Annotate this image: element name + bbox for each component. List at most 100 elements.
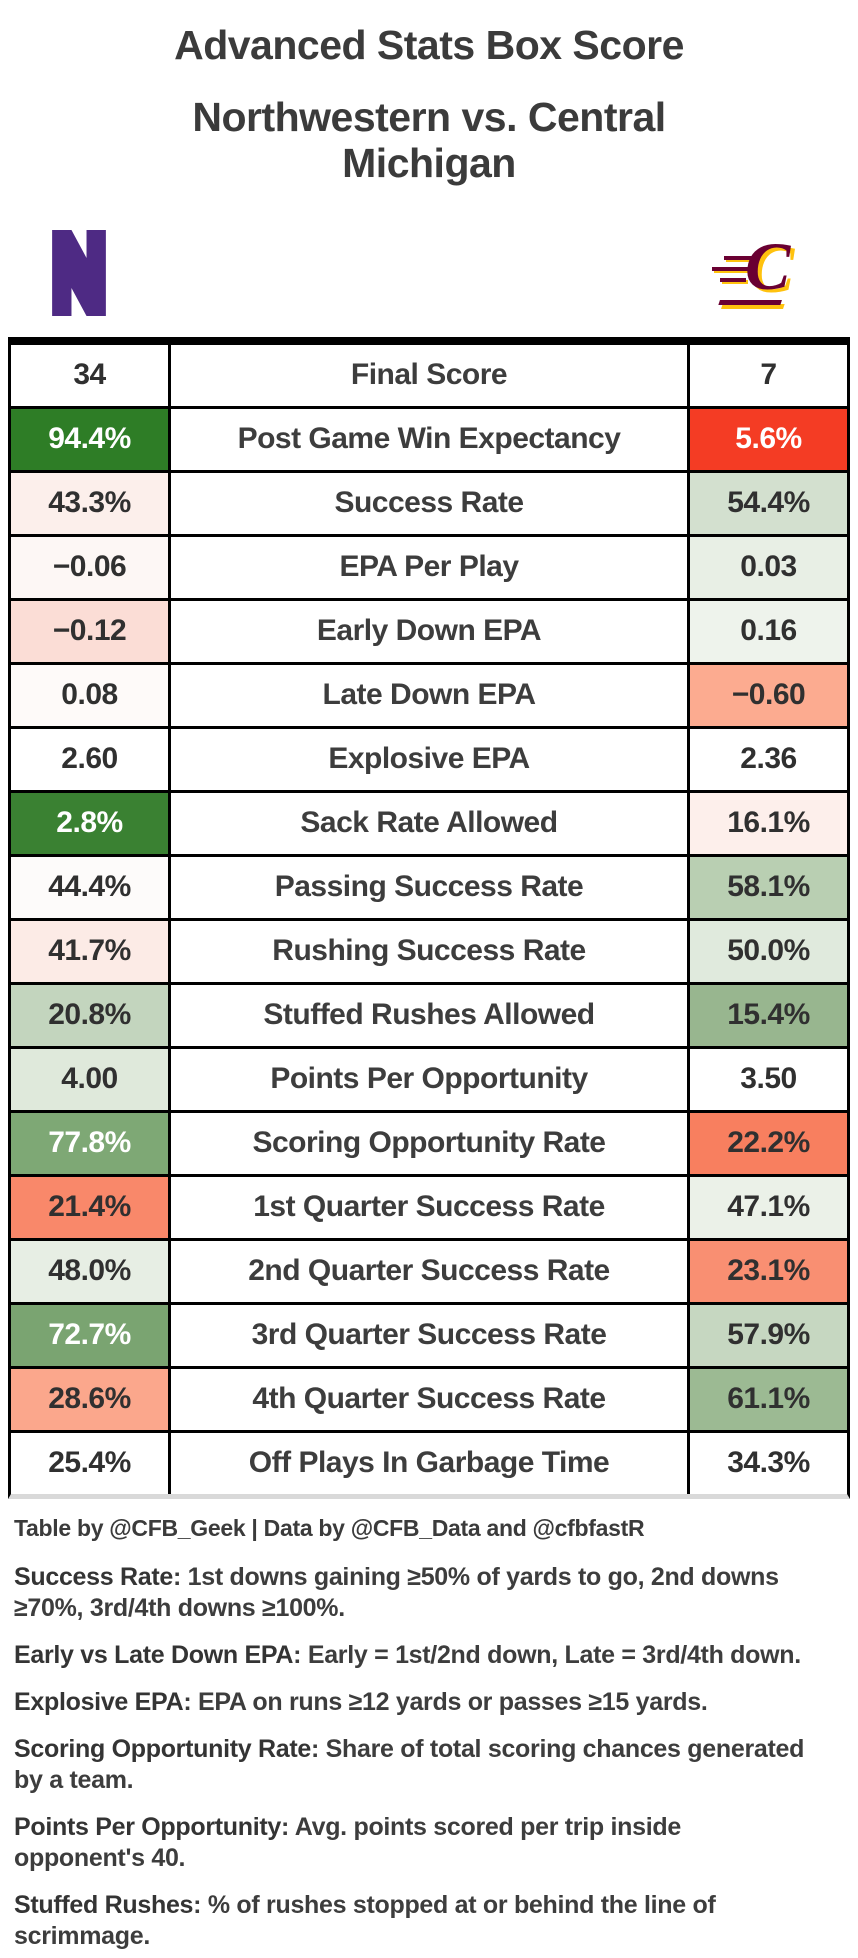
metric-label-cell: Sack Rate Allowed [171,792,687,854]
matchup-title: Northwestern vs. Central Michigan [192,94,666,186]
northwestern-logo-icon [52,229,106,321]
away-value-cell: 7 [687,344,847,406]
stats-table: 34 Final Score 7 94.4% Post Game Win Expecta… [8,336,850,1499]
table-row: 72.7% 3rd Quarter Success Rate 57.9% [11,1304,847,1369]
away-value-cell: 58.1% [687,856,847,918]
svg-text:C: C [749,231,795,307]
metric-label-cell: 2nd Quarter Success Rate [171,1240,687,1302]
footnote-label: Success Rate [14,1562,173,1591]
footnotes: Success Rate: 1st downs gaining ≥50% of … [14,1562,844,1952]
table-row: 2.60 Explosive EPA 2.36 [11,728,847,793]
metric-label-cell: Passing Success Rate [171,856,687,918]
away-value-cell: 3.50 [687,1048,847,1110]
footnote: Early vs Late Down EPA: Early = 1st/2nd … [14,1640,814,1671]
footnote-text: : 1st downs gaining ≥50% of yards to go,… [14,1562,779,1622]
home-value-cell: 44.4% [11,856,171,918]
metric-label-cell: Points Per Opportunity [171,1048,687,1110]
table-row: 34 Final Score 7 [11,344,847,409]
footnote-label: Scoring Opportunity Rate [14,1734,311,1763]
away-value-cell: 54.4% [687,472,847,534]
home-value-cell: 28.6% [11,1368,171,1430]
metric-label-cell: Success Rate [171,472,687,534]
away-value-cell: 50.0% [687,920,847,982]
away-value-cell: 57.9% [687,1304,847,1366]
away-value-cell: 2.36 [687,728,847,790]
table-row: 2.8% Sack Rate Allowed 16.1% [11,792,847,857]
metric-label-cell: Off Plays In Garbage Time [171,1432,687,1494]
table-row: 28.6% 4th Quarter Success Rate 61.1% [11,1368,847,1433]
metric-label-cell: Scoring Opportunity Rate [171,1112,687,1174]
metric-label-cell: 1st Quarter Success Rate [171,1176,687,1238]
footnote-label: Explosive EPA [14,1687,184,1716]
home-value-cell: −0.06 [11,536,171,598]
footnote-text: : Share of total scoring chances generat… [14,1734,805,1794]
away-value-cell: 0.16 [687,600,847,662]
footnote-text: : EPA on runs ≥12 yards or passes ≥15 ya… [183,1687,708,1716]
footnote-label: Points Per Opportunity [14,1812,282,1841]
table-row: 41.7% Rushing Success Rate 50.0% [11,920,847,985]
table-row: 20.8% Stuffed Rushes Allowed 15.4% [11,984,847,1049]
table-row: 94.4% Post Game Win Expectancy 5.6% [11,408,847,473]
home-value-cell: 0.08 [11,664,171,726]
table-row: 48.0% 2nd Quarter Success Rate 23.1% [11,1240,847,1305]
footnote-label: Stuffed Rushes [14,1890,194,1919]
table-row: 0.08 Late Down EPA −0.60 [11,664,847,729]
footnote-text: : Early = 1st/2nd down, Late = 3rd/4th d… [293,1640,801,1669]
home-value-cell: 77.8% [11,1112,171,1174]
home-value-cell: 25.4% [11,1432,171,1494]
footnote-text: : % of rushes stopped at or behind the l… [14,1890,716,1950]
away-value-cell: 22.2% [687,1112,847,1174]
metric-label-cell: Late Down EPA [171,664,687,726]
home-value-cell: 43.3% [11,472,171,534]
away-value-cell: 15.4% [687,984,847,1046]
home-value-cell: 2.60 [11,728,171,790]
metric-label-cell: Final Score [171,344,687,406]
away-value-cell: 47.1% [687,1176,847,1238]
footnote: Stuffed Rushes: % of rushes stopped at o… [14,1890,814,1952]
footnote-label: Early vs Late Down EPA [14,1640,294,1669]
table-row: 44.4% Passing Success Rate 58.1% [11,856,847,921]
metric-label-cell: Stuffed Rushes Allowed [171,984,687,1046]
page-title: Advanced Stats Box Score [174,22,684,68]
metric-label-cell: 3rd Quarter Success Rate [171,1304,687,1366]
home-value-cell: −0.12 [11,600,171,662]
home-value-cell: 48.0% [11,1240,171,1302]
metric-label-cell: 4th Quarter Success Rate [171,1368,687,1430]
table-row: 25.4% Off Plays In Garbage Time 34.3% [11,1432,847,1494]
home-value-cell: 2.8% [11,792,171,854]
away-value-cell: −0.60 [687,664,847,726]
home-value-cell: 94.4% [11,408,171,470]
table-row: 21.4% 1st Quarter Success Rate 47.1% [11,1176,847,1241]
away-value-cell: 23.1% [687,1240,847,1302]
metric-label-cell: EPA Per Play [171,536,687,598]
footnote: Scoring Opportunity Rate: Share of total… [14,1734,814,1796]
table-row: 77.8% Scoring Opportunity Rate 22.2% [11,1112,847,1177]
away-value-cell: 0.03 [687,536,847,598]
metric-label-cell: Explosive EPA [171,728,687,790]
credit-line: Table by @CFB_Geek | Data by @CFB_Data a… [14,1514,645,1541]
svg-text:C: C [745,228,791,304]
footnote: Points Per Opportunity: Avg. points scor… [14,1812,814,1874]
table-row: −0.12 Early Down EPA 0.16 [11,600,847,665]
table-row: −0.06 EPA Per Play 0.03 [11,536,847,601]
footnote: Explosive EPA: EPA on runs ≥12 yards or … [14,1687,814,1718]
metric-label-cell: Early Down EPA [171,600,687,662]
home-value-cell: 34 [11,344,171,406]
home-value-cell: 72.7% [11,1304,171,1366]
footnote-text: : Avg. points scored per trip inside opp… [14,1812,681,1872]
metric-label-cell: Rushing Success Rate [171,920,687,982]
central-michigan-logo-icon: C C [702,226,806,321]
team-logos-row: C C [0,228,858,321]
footnote: Success Rate: 1st downs gaining ≥50% of … [14,1562,814,1624]
away-value-cell: 61.1% [687,1368,847,1430]
away-value-cell: 34.3% [687,1432,847,1494]
home-value-cell: 20.8% [11,984,171,1046]
table-row: 43.3% Success Rate 54.4% [11,472,847,537]
away-value-cell: 16.1% [687,792,847,854]
home-value-cell: 41.7% [11,920,171,982]
table-row: 4.00 Points Per Opportunity 3.50 [11,1048,847,1113]
metric-label-cell: Post Game Win Expectancy [171,408,687,470]
away-value-cell: 5.6% [687,408,847,470]
home-value-cell: 21.4% [11,1176,171,1238]
